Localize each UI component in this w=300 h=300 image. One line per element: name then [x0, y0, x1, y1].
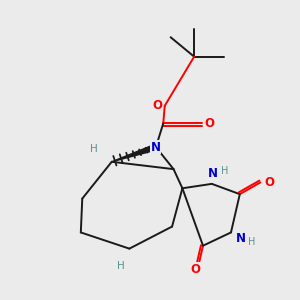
Text: N: N — [208, 167, 218, 180]
Text: O: O — [190, 263, 201, 276]
Text: O: O — [204, 117, 214, 130]
Text: O: O — [152, 99, 162, 112]
Text: H: H — [221, 166, 229, 176]
Text: N: N — [151, 141, 161, 154]
Text: H: H — [90, 143, 98, 154]
Text: H: H — [117, 261, 124, 271]
Text: N: N — [236, 232, 246, 245]
Text: H: H — [248, 237, 256, 247]
Polygon shape — [112, 144, 157, 162]
Text: O: O — [264, 176, 274, 189]
